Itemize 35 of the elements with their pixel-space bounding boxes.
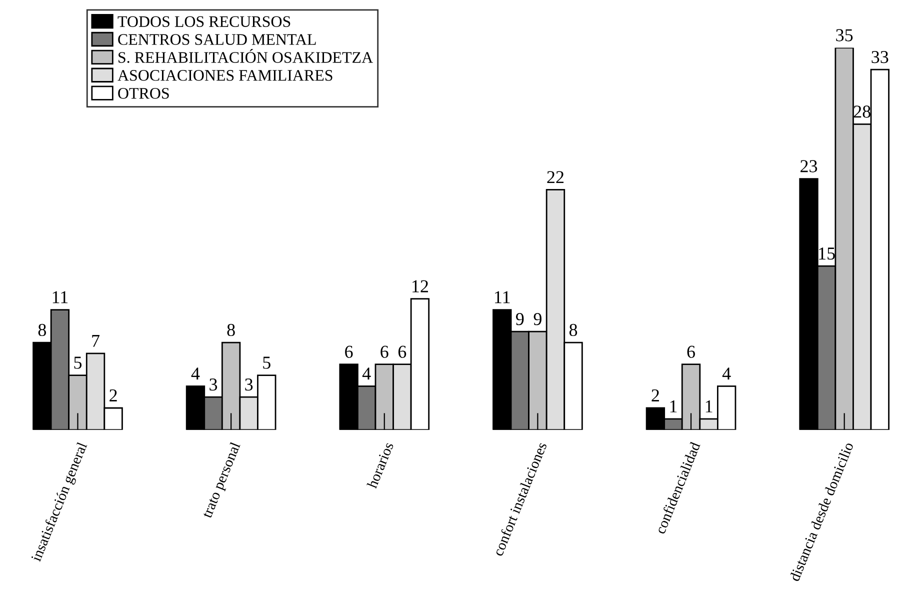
legend-label: TODOS LOS RECURSOS <box>118 16 290 27</box>
legend-label: OTROS <box>118 88 169 99</box>
data-label: 5 <box>263 356 270 369</box>
data-label: 33 <box>872 51 888 64</box>
data-label: 5 <box>74 356 82 369</box>
data-label: 3 <box>210 378 218 391</box>
data-label: 1 <box>706 400 712 412</box>
data-label: 6 <box>345 346 353 358</box>
data-label: 6 <box>687 346 695 358</box>
x-tick-label: trato personal <box>201 441 244 520</box>
legend-label: ASOCIACIONES FAMILIARES <box>118 70 332 81</box>
data-label: 9 <box>516 313 524 326</box>
data-label: 9 <box>534 313 542 326</box>
data-label: 15 <box>819 248 835 260</box>
data-label: 1 <box>670 400 677 412</box>
data-label: 7 <box>92 334 100 347</box>
data-label: 11 <box>52 291 68 304</box>
data-label: 6 <box>380 346 388 358</box>
data-label: 12 <box>412 280 428 292</box>
data-label: 8 <box>227 324 235 336</box>
data-label: 2 <box>110 389 117 402</box>
legend-label: CENTROS SALUD MENTAL <box>118 34 316 45</box>
data-label: 35 <box>836 29 853 42</box>
data-label: 4 <box>191 368 200 380</box>
data-label: 2 <box>652 389 659 402</box>
legend-label: S. REHABILITACIÓN OSAKIDETZA <box>118 49 373 63</box>
data-label: 8 <box>38 324 46 336</box>
data-label: 11 <box>495 291 510 304</box>
data-label: 3 <box>245 378 253 391</box>
data-label: 8 <box>569 324 578 336</box>
data-label: 4 <box>722 368 731 380</box>
data-label: 4 <box>362 368 371 380</box>
data-label: 6 <box>398 346 406 358</box>
data-label: 23 <box>800 160 818 172</box>
data-label: 22 <box>547 171 564 184</box>
